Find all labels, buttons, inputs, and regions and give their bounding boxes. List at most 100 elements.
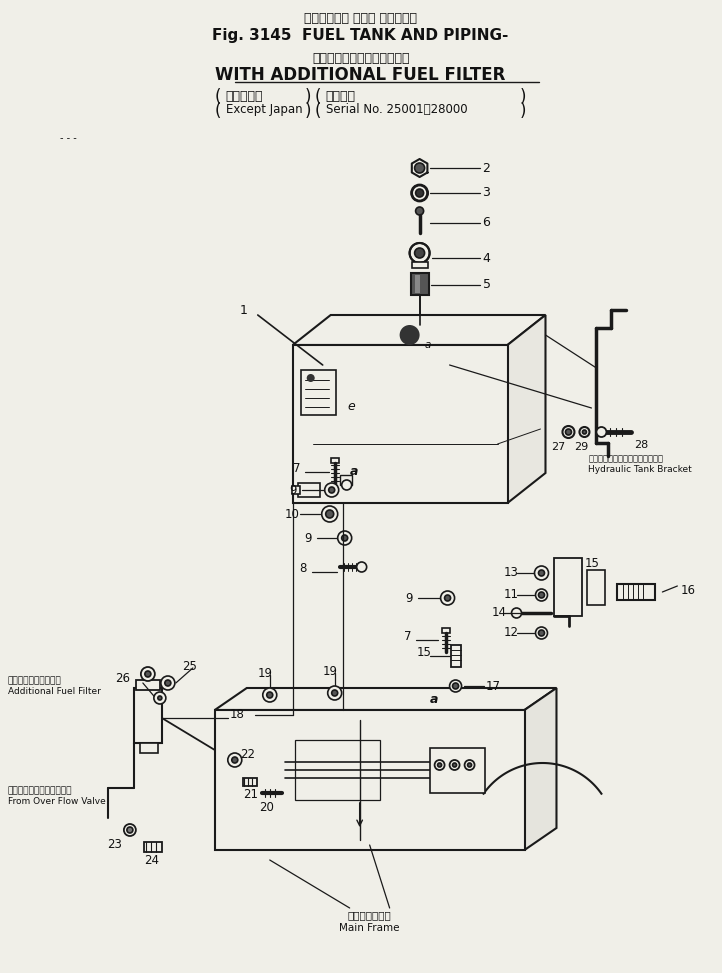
Bar	[411, 273, 429, 295]
Text: e: e	[348, 400, 355, 413]
Polygon shape	[292, 315, 546, 345]
Bar	[297, 483, 320, 497]
Text: 28: 28	[635, 440, 648, 450]
Text: 7: 7	[292, 461, 300, 475]
Circle shape	[583, 430, 586, 434]
Text: 9: 9	[290, 484, 297, 496]
Text: 19: 19	[322, 665, 337, 678]
Circle shape	[511, 608, 521, 618]
Circle shape	[562, 426, 575, 438]
Text: 17: 17	[486, 679, 500, 693]
Circle shape	[154, 692, 166, 704]
Text: - - -: - - -	[60, 133, 77, 143]
Text: Main Frame: Main Frame	[339, 923, 400, 933]
Circle shape	[145, 671, 151, 677]
Circle shape	[158, 696, 162, 700]
Circle shape	[342, 480, 352, 490]
Circle shape	[435, 760, 445, 770]
Text: 9: 9	[406, 592, 413, 604]
Text: WITH ADDITIONAL FUEL FILTER: WITH ADDITIONAL FUEL FILTER	[215, 66, 506, 84]
Text: ): )	[520, 102, 526, 120]
Text: 23: 23	[108, 838, 122, 851]
Text: 29: 29	[574, 442, 588, 452]
Bar	[414, 275, 419, 293]
Text: Additional Fuel Filter: Additional Fuel Filter	[8, 687, 101, 696]
Bar	[301, 370, 336, 415]
Text: 追加フェルフィルター: 追加フェルフィルター	[8, 676, 62, 685]
Bar	[451, 645, 461, 667]
Circle shape	[124, 824, 136, 836]
Bar	[140, 743, 158, 753]
Circle shape	[227, 753, 242, 767]
Text: Fig. 3145  FUEL TANK AND PIPING-: Fig. 3145 FUEL TANK AND PIPING-	[212, 28, 509, 43]
Circle shape	[539, 630, 544, 636]
Circle shape	[338, 531, 352, 545]
Text: 20: 20	[259, 801, 274, 814]
Text: ): )	[520, 88, 526, 106]
Circle shape	[328, 686, 342, 700]
Text: 25: 25	[183, 660, 197, 673]
Circle shape	[539, 570, 544, 576]
Text: 19: 19	[257, 667, 272, 680]
Text: 18: 18	[230, 708, 245, 722]
Text: Serial No. 25001～28000: Serial No. 25001～28000	[326, 103, 467, 116]
Bar	[134, 688, 162, 743]
Polygon shape	[508, 315, 546, 503]
Circle shape	[325, 483, 339, 497]
Bar	[339, 475, 352, 485]
Text: 8: 8	[300, 562, 307, 575]
Circle shape	[445, 595, 451, 601]
Bar	[295, 740, 380, 800]
Circle shape	[440, 591, 455, 605]
Bar	[430, 748, 484, 793]
Text: 10: 10	[284, 508, 300, 521]
Circle shape	[322, 506, 338, 522]
Text: オーバーフローバルブより: オーバーフローバルブより	[8, 786, 72, 795]
Text: Except Japan: Except Japan	[226, 103, 303, 116]
Text: 27: 27	[552, 442, 565, 452]
Text: 12: 12	[503, 627, 518, 639]
Circle shape	[414, 163, 425, 173]
Text: 21: 21	[243, 788, 258, 801]
Text: 4: 4	[482, 251, 490, 265]
Text: 26: 26	[115, 671, 130, 684]
Bar	[554, 558, 583, 616]
Circle shape	[165, 680, 171, 686]
Bar	[144, 842, 162, 852]
Circle shape	[399, 325, 419, 345]
Text: ): )	[305, 102, 311, 120]
Circle shape	[342, 535, 348, 541]
Text: (: (	[315, 102, 321, 120]
Circle shape	[266, 692, 273, 698]
Text: 海　外　向: 海 外 向	[226, 90, 264, 103]
Bar	[411, 273, 429, 295]
Circle shape	[409, 243, 430, 263]
Text: 9: 9	[305, 531, 312, 545]
Bar	[215, 710, 524, 850]
Text: メインフレーム: メインフレーム	[348, 910, 391, 920]
Circle shape	[307, 374, 315, 382]
Text: 2: 2	[482, 162, 490, 174]
Circle shape	[539, 592, 544, 598]
Text: a: a	[425, 340, 431, 350]
Circle shape	[329, 487, 335, 493]
Bar	[331, 458, 339, 463]
Circle shape	[580, 427, 589, 437]
Circle shape	[453, 683, 458, 689]
Text: 11: 11	[503, 589, 518, 601]
Circle shape	[468, 763, 471, 767]
Bar	[588, 570, 606, 605]
Text: ハイドロリックタンクブラケット: ハイドロリックタンクブラケット	[588, 454, 664, 463]
Text: (: (	[215, 88, 221, 106]
Text: 15: 15	[585, 557, 600, 570]
Circle shape	[450, 760, 460, 770]
Text: フェルタンク および パイピング: フェルタンク および パイピング	[304, 12, 417, 25]
Circle shape	[416, 189, 424, 197]
Text: 22: 22	[240, 748, 255, 761]
Text: 1: 1	[240, 304, 248, 316]
Text: (: (	[215, 102, 221, 120]
Circle shape	[141, 667, 155, 681]
Text: From Over Flow Valve: From Over Flow Valve	[8, 797, 105, 806]
Circle shape	[536, 589, 547, 601]
Circle shape	[534, 566, 549, 580]
